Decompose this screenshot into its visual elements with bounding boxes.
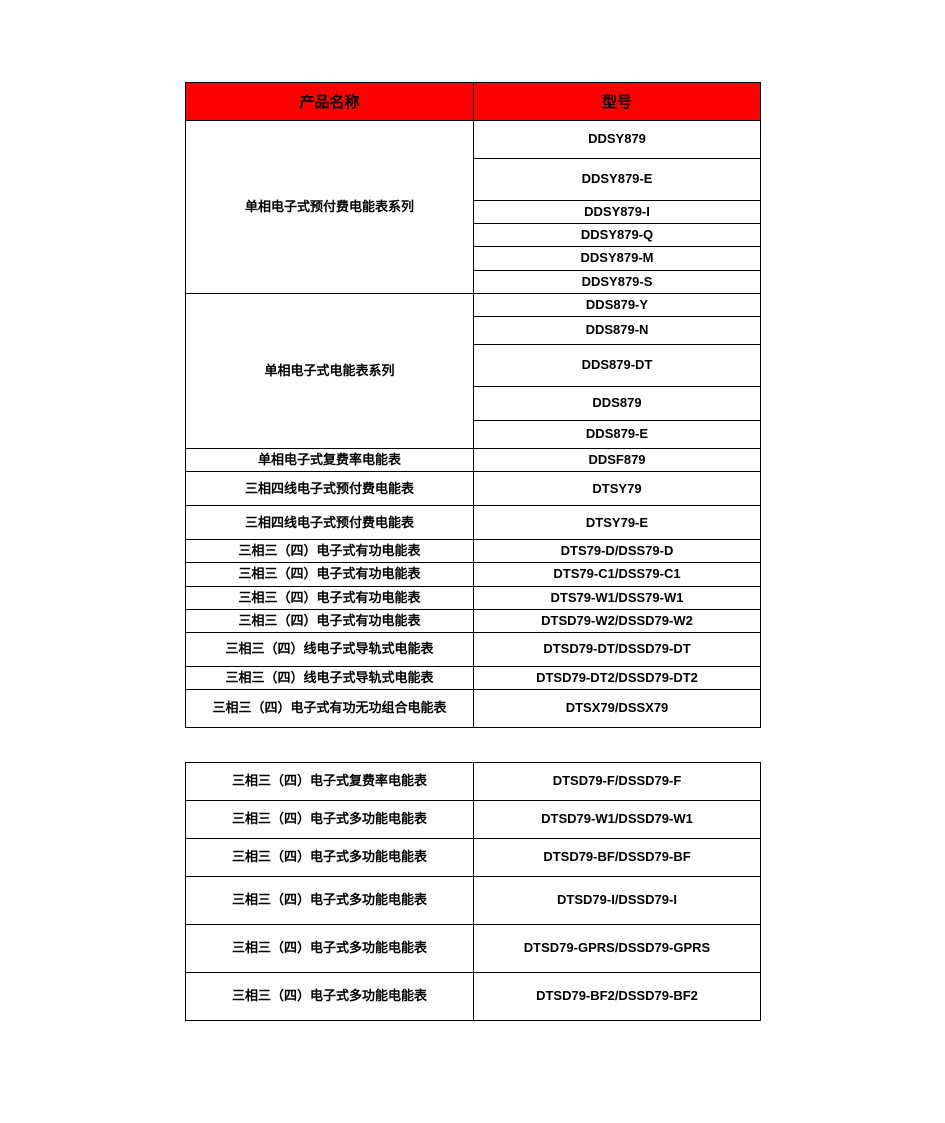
- model-cell: DDS879-Y: [474, 293, 761, 316]
- table-row: 单相电子式预付费电能表系列DDSY879: [186, 121, 761, 159]
- model-cell: DTSD79-DT2/DSSD79-DT2: [474, 666, 761, 689]
- product-name-cell: 单相电子式电能表系列: [186, 293, 474, 448]
- table-row: 三相三（四）电子式多功能电能表DTSD79-GPRS/DSSD79-GPRS: [186, 925, 761, 973]
- table-row: 三相三（四）电子式有功电能表DTSD79-W2/DSSD79-W2: [186, 609, 761, 632]
- product-name-cell: 三相三（四）电子式复费率电能表: [186, 763, 474, 801]
- table-row: 单相电子式电能表系列DDS879-Y: [186, 293, 761, 316]
- model-cell: DDSY879-Q: [474, 224, 761, 247]
- table-row: 三相四线电子式预付费电能表DTSY79-E: [186, 506, 761, 540]
- table-row: 三相三（四）电子式有功电能表DTS79-W1/DSS79-W1: [186, 586, 761, 609]
- product-name-cell: 三相三（四）电子式多功能电能表: [186, 839, 474, 877]
- product-name-cell: 三相四线电子式预付费电能表: [186, 472, 474, 506]
- product-table-container: 产品名称 型号 单相电子式预付费电能表系列DDSY879DDSY879-EDDS…: [185, 82, 760, 1021]
- product-name-cell: 三相三（四）电子式多功能电能表: [186, 877, 474, 925]
- product-table-2: 三相三（四）电子式复费率电能表DTSD79-F/DSSD79-F三相三（四）电子…: [185, 762, 761, 1021]
- model-cell: DTSD79-I/DSSD79-I: [474, 877, 761, 925]
- model-cell: DTS79-W1/DSS79-W1: [474, 586, 761, 609]
- model-cell: DDS879: [474, 386, 761, 420]
- model-cell: DDS879-DT: [474, 344, 761, 386]
- model-cell: DTSX79/DSSX79: [474, 690, 761, 728]
- product-name-cell: 三相三（四）线电子式导轨式电能表: [186, 632, 474, 666]
- table-row: 三相三（四）电子式复费率电能表DTSD79-F/DSSD79-F: [186, 763, 761, 801]
- model-cell: DTSD79-F/DSSD79-F: [474, 763, 761, 801]
- model-cell: DDSY879-E: [474, 159, 761, 201]
- table-row: 三相三（四）线电子式导轨式电能表DTSD79-DT2/DSSD79-DT2: [186, 666, 761, 689]
- table-row: 三相三（四）电子式多功能电能表DTSD79-I/DSSD79-I: [186, 877, 761, 925]
- product-name-cell: 三相三（四）电子式有功电能表: [186, 586, 474, 609]
- product-name-cell: 三相三（四）电子式多功能电能表: [186, 973, 474, 1021]
- model-cell: DTSD79-W2/DSSD79-W2: [474, 609, 761, 632]
- model-cell: DDS879-E: [474, 420, 761, 448]
- table-body-2: 三相三（四）电子式复费率电能表DTSD79-F/DSSD79-F三相三（四）电子…: [186, 763, 761, 1021]
- table-row: 三相三（四）线电子式导轨式电能表DTSD79-DT/DSSD79-DT: [186, 632, 761, 666]
- product-name-cell: 三相三（四）线电子式导轨式电能表: [186, 666, 474, 689]
- table-row: 三相四线电子式预付费电能表DTSY79: [186, 472, 761, 506]
- model-cell: DTSD79-BF2/DSSD79-BF2: [474, 973, 761, 1021]
- model-cell: DTSD79-DT/DSSD79-DT: [474, 632, 761, 666]
- product-name-cell: 三相三（四）电子式多功能电能表: [186, 801, 474, 839]
- product-name-cell: 三相四线电子式预付费电能表: [186, 506, 474, 540]
- header-product-name: 产品名称: [186, 83, 474, 121]
- table-row: 三相三（四）电子式多功能电能表DTSD79-W1/DSSD79-W1: [186, 801, 761, 839]
- model-cell: DTSY79-E: [474, 506, 761, 540]
- model-cell: DTSY79: [474, 472, 761, 506]
- product-name-cell: 单相电子式预付费电能表系列: [186, 121, 474, 294]
- product-name-cell: 三相三（四）电子式有功电能表: [186, 609, 474, 632]
- model-cell: DTS79-C1/DSS79-C1: [474, 563, 761, 586]
- model-cell: DTSD79-GPRS/DSSD79-GPRS: [474, 925, 761, 973]
- model-cell: DDSF879: [474, 448, 761, 471]
- product-name-cell: 三相三（四）电子式有功电能表: [186, 563, 474, 586]
- model-cell: DDSY879: [474, 121, 761, 159]
- product-name-cell: 三相三（四）电子式多功能电能表: [186, 925, 474, 973]
- model-cell: DTSD79-BF/DSSD79-BF: [474, 839, 761, 877]
- table-header: 产品名称 型号: [186, 83, 761, 121]
- table-row: 三相三（四）电子式有功电能表DTS79-D/DSS79-D: [186, 540, 761, 563]
- table-spacer: [185, 728, 760, 762]
- table-row: 三相三（四）电子式多功能电能表DTSD79-BF/DSSD79-BF: [186, 839, 761, 877]
- table-row: 单相电子式复费率电能表DDSF879: [186, 448, 761, 471]
- model-cell: DDS879-N: [474, 316, 761, 344]
- model-cell: DTSD79-W1/DSSD79-W1: [474, 801, 761, 839]
- product-name-cell: 三相三（四）电子式有功电能表: [186, 540, 474, 563]
- model-cell: DDSY879-S: [474, 270, 761, 293]
- table-row: 三相三（四）电子式多功能电能表DTSD79-BF2/DSSD79-BF2: [186, 973, 761, 1021]
- table-row: 三相三（四）电子式有功电能表DTS79-C1/DSS79-C1: [186, 563, 761, 586]
- product-name-cell: 单相电子式复费率电能表: [186, 448, 474, 471]
- header-model: 型号: [474, 83, 761, 121]
- product-name-cell: 三相三（四）电子式有功无功组合电能表: [186, 690, 474, 728]
- table-body-1: 单相电子式预付费电能表系列DDSY879DDSY879-EDDSY879-IDD…: [186, 121, 761, 728]
- product-table-1: 产品名称 型号 单相电子式预付费电能表系列DDSY879DDSY879-EDDS…: [185, 82, 761, 728]
- model-cell: DDSY879-I: [474, 201, 761, 224]
- model-cell: DTS79-D/DSS79-D: [474, 540, 761, 563]
- model-cell: DDSY879-M: [474, 247, 761, 270]
- table-row: 三相三（四）电子式有功无功组合电能表DTSX79/DSSX79: [186, 690, 761, 728]
